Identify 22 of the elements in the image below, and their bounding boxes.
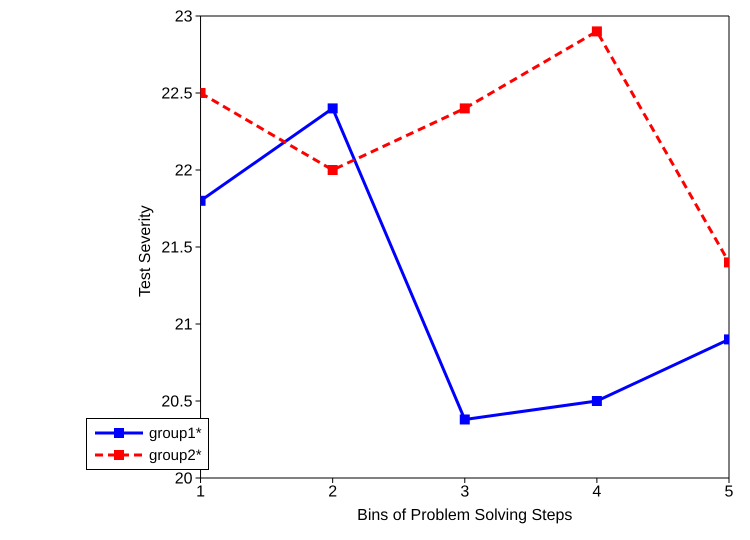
y-tick-label: 20.5 xyxy=(161,394,193,411)
x-tick-label: 3 xyxy=(460,483,470,500)
x-tick-label: 2 xyxy=(328,483,338,500)
point xyxy=(328,103,338,114)
y-axis-title: Test Severity xyxy=(137,205,154,297)
legend-label: group2* xyxy=(149,446,202,464)
point xyxy=(592,396,602,406)
y-tick-label: 23 xyxy=(174,8,193,26)
y-tick-label: 22 xyxy=(174,162,193,180)
y-tick-label: 21.5 xyxy=(161,240,193,257)
point xyxy=(460,414,470,424)
legend-label: group1* xyxy=(149,424,202,442)
y-tick-label: 21 xyxy=(174,316,193,334)
y-tick-label: 20 xyxy=(174,470,193,488)
x-tick-label: 5 xyxy=(724,483,734,500)
x-tick-label: 4 xyxy=(592,483,602,500)
x-axis-title: Bins of Problem Solving Steps xyxy=(357,507,572,524)
point xyxy=(328,165,338,175)
y-tick-label: 22.5 xyxy=(161,86,193,103)
point xyxy=(460,103,470,114)
point xyxy=(592,26,602,36)
x-tick-label: 1 xyxy=(196,483,206,500)
